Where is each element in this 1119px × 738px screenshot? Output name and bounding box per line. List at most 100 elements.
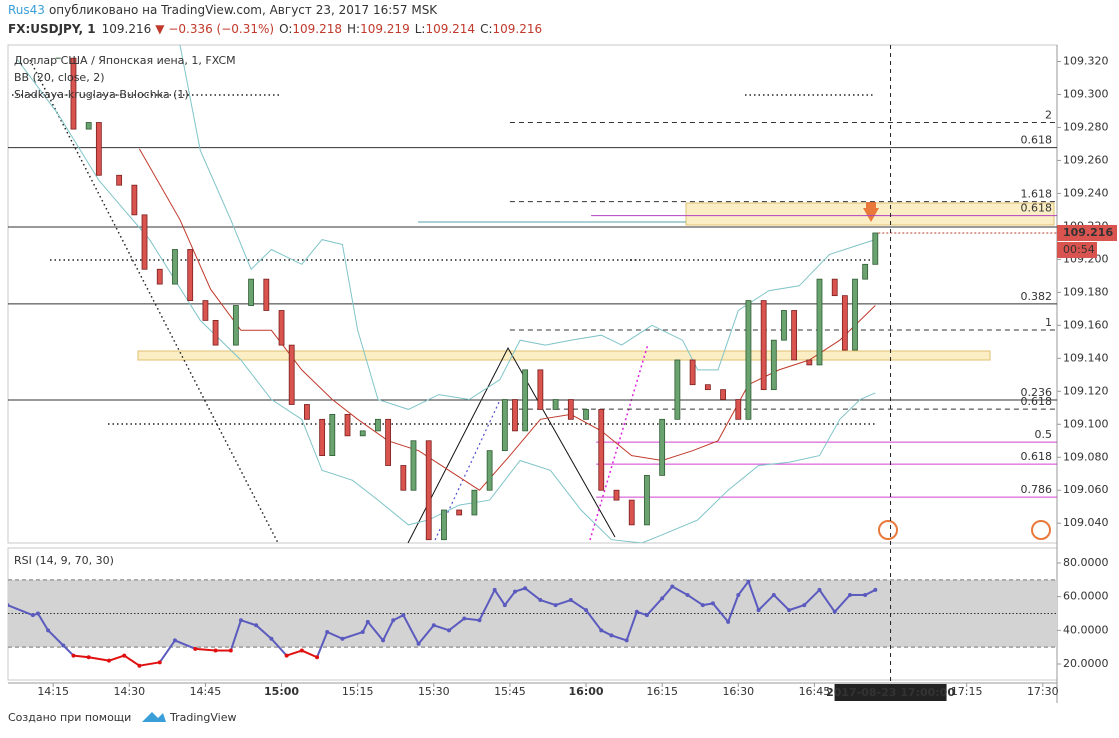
rsi-segment xyxy=(464,617,480,622)
candle xyxy=(704,384,711,391)
rsi-point xyxy=(863,592,868,597)
y-tick-label: 109.280 xyxy=(1063,120,1109,133)
rsi-segment xyxy=(661,585,674,599)
rsi-segment xyxy=(342,631,364,640)
candle xyxy=(781,310,787,341)
rsi-point xyxy=(771,592,776,597)
rsi-point xyxy=(122,653,127,658)
rsi-point xyxy=(35,611,40,616)
fib-label: 0.382 xyxy=(1021,290,1053,303)
rsi-point xyxy=(416,641,421,646)
rsi-point xyxy=(756,608,761,613)
rsi-segment xyxy=(747,581,760,611)
cursor-label-bg xyxy=(834,684,947,701)
rsi-point xyxy=(299,648,304,653)
candle xyxy=(841,295,848,351)
rsi-point xyxy=(512,589,517,594)
rsi-segment xyxy=(737,580,750,596)
rsi-point xyxy=(817,587,822,592)
rsi-segment xyxy=(108,654,125,662)
zone xyxy=(137,350,991,361)
rsi-segment xyxy=(686,594,704,606)
rsi-segment xyxy=(37,612,49,631)
y-tick-label: 109.060 xyxy=(1063,483,1109,496)
rsi-segment xyxy=(255,624,273,640)
countdown-tag xyxy=(1057,241,1097,258)
candle xyxy=(375,418,381,432)
rsi-segment xyxy=(646,597,663,616)
rsi-point xyxy=(61,643,66,648)
candle xyxy=(410,440,417,491)
rsi-segment xyxy=(478,589,496,621)
footer-text: Создано при помощи xyxy=(8,711,131,724)
chart-title: Доллар США / Японская иена, 1, FXCM xyxy=(14,54,236,67)
rsi-point xyxy=(644,613,649,618)
rsi-point xyxy=(584,608,589,613)
rsi-point xyxy=(736,592,741,597)
rsi-point xyxy=(802,603,807,608)
rsi-point xyxy=(8,603,10,608)
rsi-point xyxy=(381,638,386,643)
rsi-point xyxy=(568,598,573,603)
rsi-segment xyxy=(62,644,75,657)
y-tick-label: 109.100 xyxy=(1063,417,1109,430)
candle xyxy=(172,249,178,285)
rsi-point xyxy=(254,623,259,628)
countdown-text: 00:54 xyxy=(1063,243,1095,256)
author[interactable]: Rus43 xyxy=(8,3,45,17)
rsi-point xyxy=(710,601,715,606)
candle xyxy=(791,310,798,361)
rsi-title: RSI (14, 9, 70, 30) xyxy=(14,554,114,567)
ohlc: O:109.218 H:109.219 L:109.214 C:109.216 xyxy=(279,22,542,36)
candle xyxy=(385,418,392,466)
candle xyxy=(806,359,813,366)
triangle-pattern xyxy=(407,346,616,543)
arrow-marker xyxy=(863,208,879,222)
ohlc-key: H: xyxy=(347,22,360,36)
candle xyxy=(567,399,574,420)
arrow-marker xyxy=(866,202,876,209)
candle xyxy=(628,499,635,526)
candle xyxy=(644,474,650,526)
rsi-point xyxy=(325,630,330,635)
rsi-point xyxy=(46,628,51,633)
published: опубликовано на TradingView.com, Август … xyxy=(49,3,438,17)
main-pane xyxy=(7,44,1058,544)
price-tag-text: 109.216 xyxy=(1063,226,1113,239)
rsi-point xyxy=(685,592,690,597)
candle xyxy=(522,369,529,432)
fib-label: 1.618 xyxy=(1021,188,1053,201)
candle xyxy=(329,413,336,457)
rsi-segment xyxy=(803,589,821,606)
candle xyxy=(344,413,351,437)
x-tick-label: 15:15 xyxy=(342,685,374,698)
brand[interactable]: TradingView xyxy=(169,711,236,724)
rsi-point xyxy=(477,618,482,623)
rsi-point xyxy=(523,586,528,591)
x-tick-label: 16:30 xyxy=(722,685,754,698)
rsi-point xyxy=(193,646,198,651)
candle xyxy=(486,450,493,491)
symbol: FX:USDJPY, 1 xyxy=(8,22,96,36)
candle xyxy=(70,57,77,130)
rsi-point xyxy=(238,618,243,623)
y-tick-label: 109.180 xyxy=(1063,285,1109,298)
main-layer xyxy=(8,45,1057,543)
x-tick-label: 14:45 xyxy=(190,685,222,698)
rsi-segment xyxy=(195,647,216,652)
rsi-point xyxy=(228,648,233,653)
fib-label: 0.618 xyxy=(1021,395,1053,408)
rsi-point xyxy=(340,636,345,641)
candle xyxy=(598,409,605,491)
change: ▼ −0.336 (−0.31%) xyxy=(155,22,274,36)
rsi-segment xyxy=(326,631,343,640)
rsi-segment xyxy=(174,639,196,650)
candle xyxy=(501,399,508,452)
candle xyxy=(263,278,270,311)
price: 109.216 xyxy=(102,22,152,36)
rsi-point xyxy=(447,628,452,633)
rsi-segment xyxy=(625,611,638,641)
rsi-segment xyxy=(448,617,465,632)
y-tick-label: 109.260 xyxy=(1063,153,1109,166)
rsi-point xyxy=(746,579,751,584)
